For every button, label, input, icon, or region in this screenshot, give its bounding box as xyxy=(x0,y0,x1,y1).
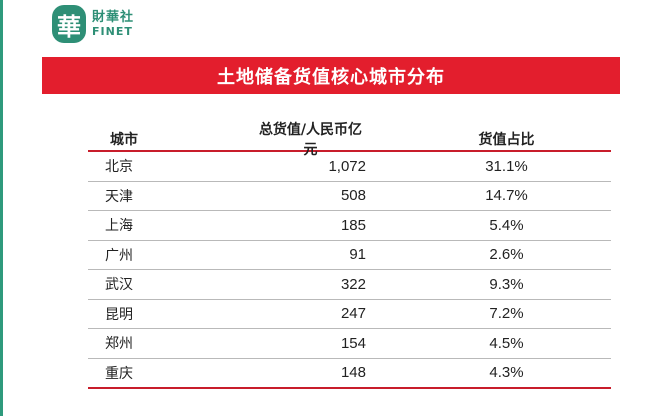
city-value-table: 城市 总货值/人民币亿元 货值占比 北京 1,072 31.1% 天津 508 … xyxy=(88,122,611,389)
table-row: 昆明 247 7.2% xyxy=(88,300,611,329)
cell-share: 5.4% xyxy=(489,216,524,234)
table-row: 武汉 322 9.3% xyxy=(88,270,611,300)
cell-city: 郑州 xyxy=(105,336,133,353)
logo-chinese-name: 財華社 xyxy=(92,10,135,25)
cell-city: 天津 xyxy=(105,188,133,205)
cell-value: 508 xyxy=(340,187,366,205)
logo-mark: 華 xyxy=(52,5,86,43)
table-row: 上海 185 5.4% xyxy=(88,211,611,241)
cell-value: 185 xyxy=(340,216,366,234)
cell-share: 31.1% xyxy=(485,157,528,175)
cell-value: 1,072 xyxy=(328,157,366,175)
header-city: 城市 xyxy=(110,132,138,148)
cell-city: 武汉 xyxy=(105,277,133,294)
table-row: 北京 1,072 31.1% xyxy=(88,152,611,182)
table-row: 广州 91 2.6% xyxy=(88,241,611,270)
cell-value: 247 xyxy=(340,305,366,323)
cell-share: 9.3% xyxy=(489,275,524,293)
header-total-value: 总货值/人民币亿元 xyxy=(258,122,363,158)
table-title: 土地储备货值核心城市分布 xyxy=(42,57,620,94)
left-accent-border xyxy=(0,0,3,416)
cell-share: 14.7% xyxy=(485,187,528,205)
cell-value: 154 xyxy=(340,334,366,352)
logo-english-name: FINET xyxy=(92,25,133,38)
cell-share: 2.6% xyxy=(489,246,524,264)
cell-value: 91 xyxy=(349,246,366,264)
cell-value: 148 xyxy=(340,364,366,382)
table-row: 重庆 148 4.3% xyxy=(88,359,611,389)
header-value-share: 货值占比 xyxy=(478,132,535,148)
cell-city: 重庆 xyxy=(105,365,133,382)
cell-city: 昆明 xyxy=(105,306,133,323)
finet-logo: 華 財華社 FINET xyxy=(52,4,134,44)
table-row: 天津 508 14.7% xyxy=(88,182,611,211)
cell-share: 4.3% xyxy=(489,364,524,382)
cell-share: 4.5% xyxy=(489,334,524,352)
cell-share: 7.2% xyxy=(489,305,524,323)
table-row: 郑州 154 4.5% xyxy=(88,329,611,359)
cell-city: 上海 xyxy=(105,218,133,235)
cell-city: 广州 xyxy=(105,247,133,264)
logo-text: 財華社 FINET xyxy=(92,10,134,38)
cell-city: 北京 xyxy=(105,159,133,176)
cell-value: 322 xyxy=(340,275,366,293)
table-header-row: 城市 总货值/人民币亿元 货值占比 xyxy=(88,122,611,158)
